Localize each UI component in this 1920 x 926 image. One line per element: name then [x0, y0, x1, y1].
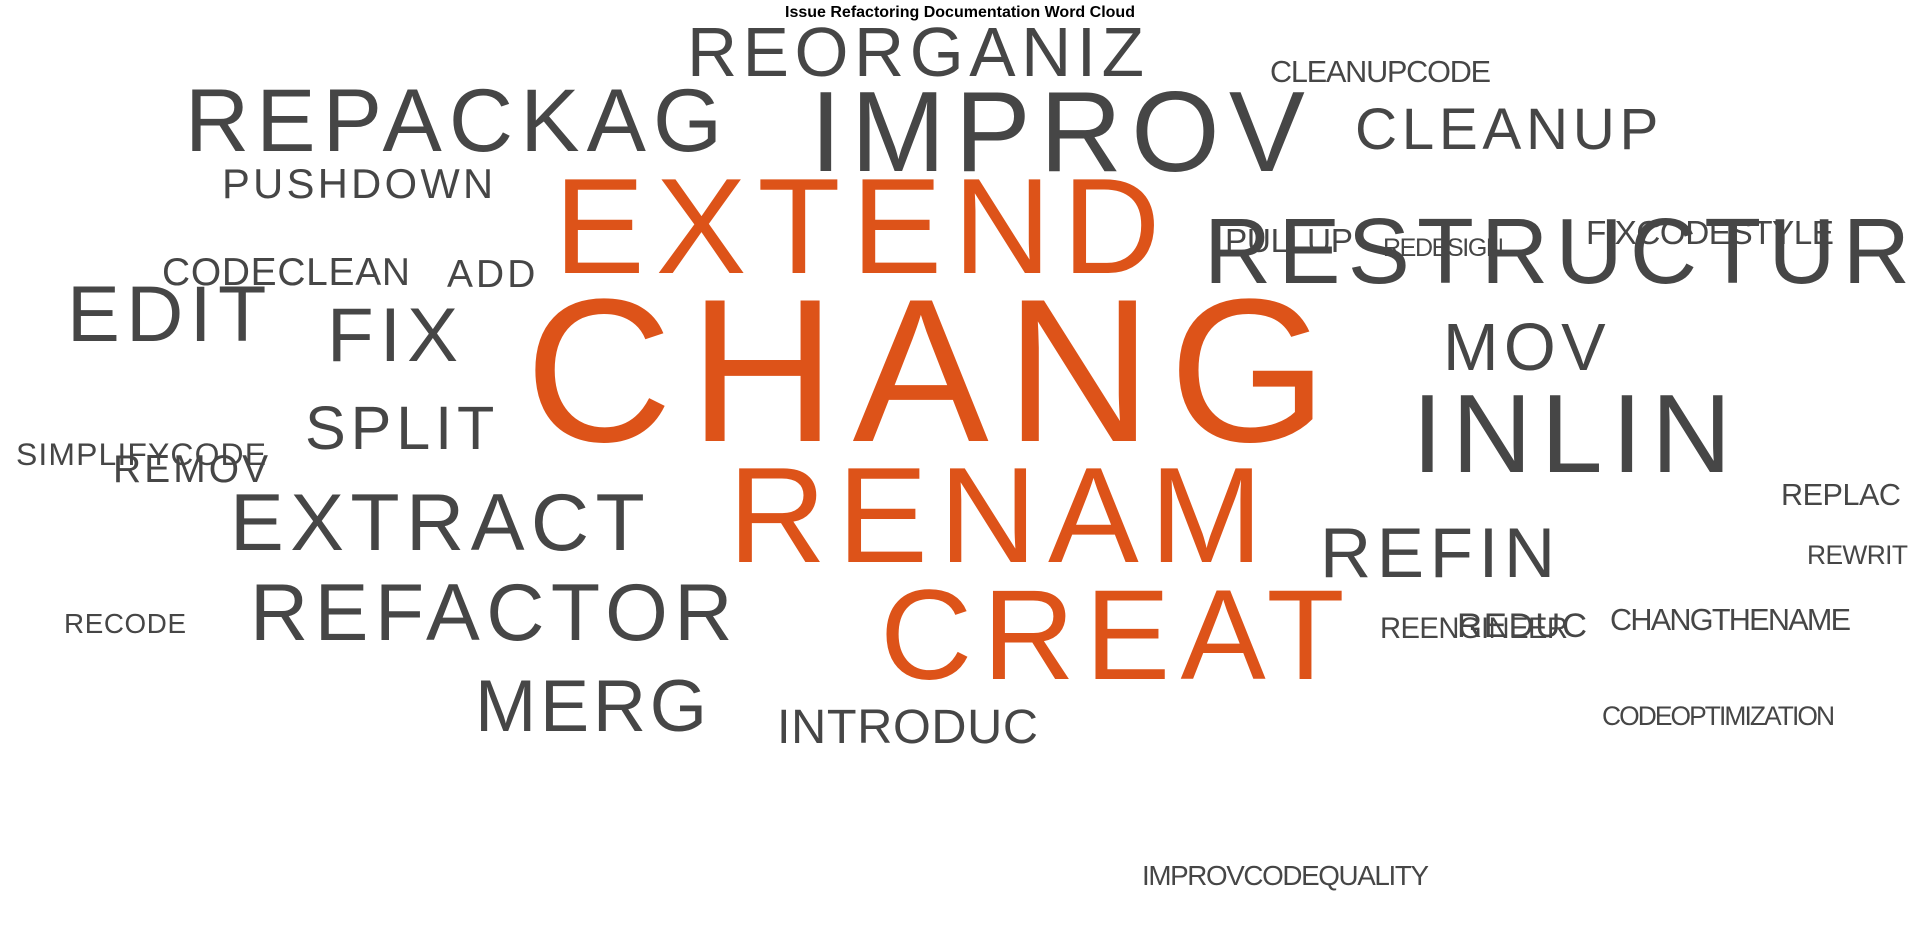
word-extract: EXTRACT [230, 478, 652, 569]
word-codeclean: CODECLEAN [162, 250, 411, 294]
word-improvcodequality: IMPROVCODEQUALITY [1142, 860, 1429, 892]
word-redesign: REDESIGN [1383, 233, 1504, 262]
word-rewrit: REWRIT [1807, 539, 1908, 570]
word-add: ADD [447, 252, 539, 296]
word-replac: REPLAC [1781, 477, 1901, 512]
word-renam: RENAM [728, 439, 1274, 592]
word-fixcodestyle: FIXCODESTYLE [1586, 215, 1834, 252]
word-pullup: PULLUP [1225, 223, 1353, 260]
word-reorganiz: REORGANIZ [687, 13, 1150, 92]
chart-title: Issue Refactoring Documentation Word Clo… [785, 4, 1135, 21]
word-remov: REMOV [113, 447, 272, 491]
word-refin: REFIN [1320, 514, 1561, 594]
word-changthename: CHANGTHENAME [1610, 602, 1851, 637]
word-restructur: RESTRUCTUR [1204, 198, 1918, 303]
word-inlin: INLIN [1412, 370, 1741, 496]
word-improv: IMPROV [810, 69, 1314, 197]
word-edit: EDIT [67, 269, 273, 359]
word-reengineer: REENGINEER [1380, 612, 1568, 645]
word-reduc: REDUC [1457, 606, 1589, 645]
word-extend: EXTEND [554, 150, 1172, 303]
word-cleanup: CLEANUP [1355, 96, 1664, 162]
word-creat: CREAT [880, 564, 1355, 708]
word-chang: CHANG [525, 257, 1345, 486]
word-refactor: REFACTOR [250, 568, 739, 659]
word-mov: MOV [1443, 311, 1611, 385]
word-simplifycode: SIMPLIFYCODE [16, 436, 268, 473]
word-recode: RECODE [64, 608, 187, 640]
word-cleanupcode: CLEANUPCODE [1270, 54, 1491, 89]
word-codeoptimization: CODEOPTIMIZATION [1602, 700, 1835, 731]
word-split: SPLIT [305, 394, 500, 463]
word-merg: MERG [475, 663, 711, 747]
word-pushdown: PUSHDOWN [222, 160, 497, 208]
word-repackag: REPACKAG [185, 71, 730, 171]
word-fix: FIX [327, 293, 465, 378]
word-introduc: INTRODUC [777, 699, 1039, 754]
